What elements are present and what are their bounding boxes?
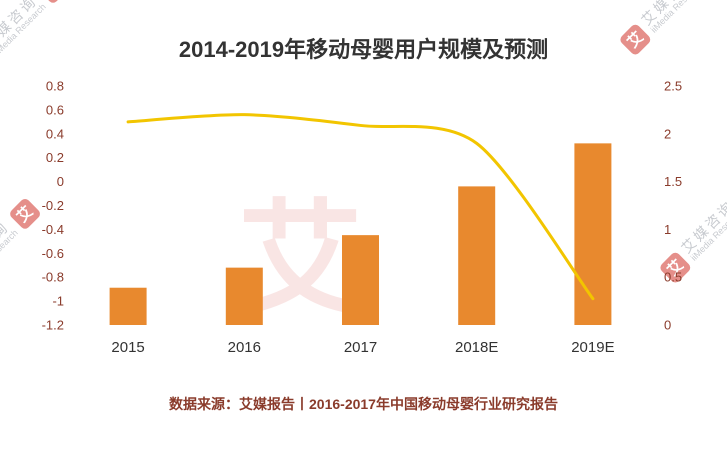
left-axis-tick-label: 0.4 <box>46 126 64 141</box>
x-axis-category-label: 2019E <box>571 339 614 356</box>
x-axis-category-label: 2018E <box>455 339 498 356</box>
left-axis-tick-label: 0 <box>57 174 64 189</box>
right-axis-tick-label: 0 <box>664 318 671 333</box>
left-axis-tick-label: -0.4 <box>42 222 64 237</box>
left-axis-tick-label: 0.2 <box>46 150 64 165</box>
bar <box>225 267 263 325</box>
bar <box>109 287 147 325</box>
left-axis-tick-label: -0.8 <box>42 270 64 285</box>
right-axis-tick-label: 1.5 <box>664 174 682 189</box>
chart-title: 2014-2019年移动母婴用户规模及预测 <box>178 37 549 62</box>
bar <box>458 186 496 325</box>
bar <box>574 143 612 325</box>
right-axis-tick-label: 2 <box>664 126 671 141</box>
left-axis-tick-label: -1 <box>52 294 64 309</box>
growth-line <box>126 113 595 301</box>
right-axis-tick-label: 2.5 <box>664 79 682 94</box>
data-source-note: 数据来源：艾媒报告丨2016-2017年中国移动母婴行业研究报告 <box>169 396 558 412</box>
right-axis-tick-label: 0.5 <box>664 270 682 285</box>
left-axis-tick-label: 0.8 <box>46 79 64 94</box>
bar <box>342 235 379 325</box>
left-axis-tick-label: -0.6 <box>42 246 64 261</box>
left-axis-tick-label: -0.2 <box>42 198 64 213</box>
x-axis-category-label: 2017 <box>344 339 377 356</box>
right-axis-tick-label: 1 <box>664 222 671 237</box>
x-axis-category-label: 2015 <box>111 339 144 356</box>
left-axis-tick-label: -1.2 <box>42 318 64 333</box>
x-axis-category-label: 2016 <box>228 339 261 356</box>
left-axis-tick-label: 0.6 <box>46 102 64 117</box>
